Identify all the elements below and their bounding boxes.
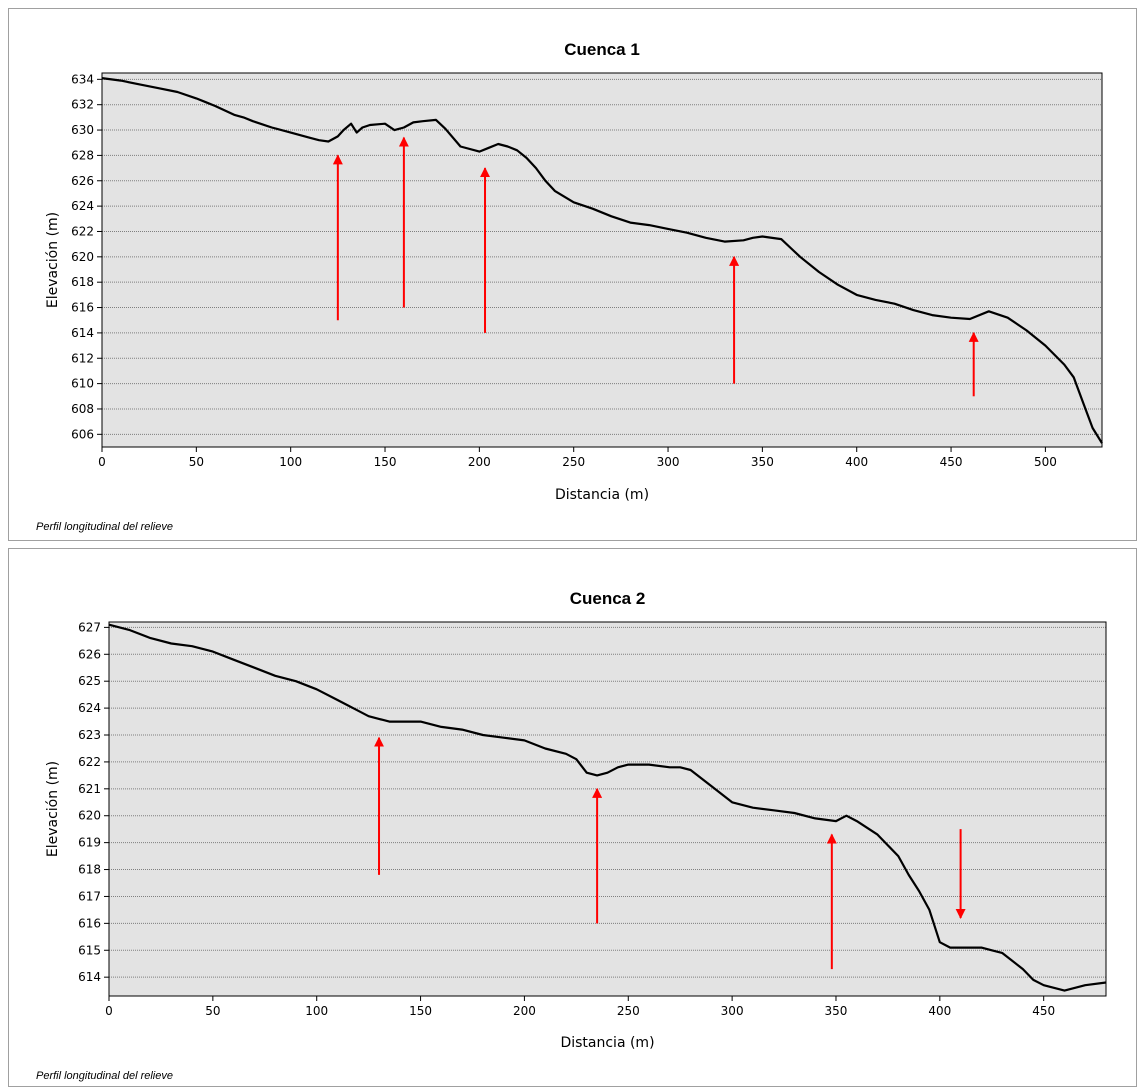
x-tick-label: 300 <box>657 455 680 469</box>
y-tick-label: 616 <box>71 301 94 315</box>
y-tick-label: 632 <box>71 98 94 112</box>
y-tick-label: 606 <box>71 427 94 441</box>
x-tick-label: 450 <box>940 455 963 469</box>
x-tick-label: 450 <box>1032 1004 1055 1018</box>
y-tick-label: 623 <box>78 728 101 742</box>
y-axis-label: Elevación (m) <box>45 212 61 308</box>
y-tick-label: 624 <box>71 199 94 213</box>
y-tick-label: 614 <box>78 970 101 984</box>
x-tick-label: 250 <box>562 455 585 469</box>
y-tick-label: 618 <box>78 863 101 877</box>
y-tick-label: 617 <box>78 889 101 903</box>
x-tick-label: 150 <box>409 1004 432 1018</box>
x-tick-label: 250 <box>617 1004 640 1018</box>
y-tick-label: 622 <box>71 224 94 238</box>
chart-panel-cuenca-1: 606 608 610 612 614 616 618 620 622 624 626 628 630 6… <box>0 0 1137 542</box>
y-tick-label: 619 <box>78 836 101 850</box>
y-tick-label: 626 <box>78 647 101 661</box>
x-tick-label: 200 <box>468 455 491 469</box>
y-tick-label: 620 <box>71 250 94 264</box>
y-tick-label: 624 <box>78 701 101 715</box>
y-tick-label: 627 <box>78 620 101 634</box>
plot-area <box>102 73 1102 447</box>
x-tick-label: 0 <box>105 1004 113 1018</box>
x-tick-label: 150 <box>374 455 397 469</box>
plot-border <box>108 621 1107 997</box>
y-tick-label: 634 <box>71 72 94 86</box>
chart-title: Cuenca 1 <box>564 40 640 59</box>
x-tick-label: 350 <box>751 455 774 469</box>
series-line <box>108 623 1107 992</box>
y-tick-label: 608 <box>71 402 94 416</box>
plot-area <box>109 622 1106 996</box>
x-tick-label: 50 <box>205 1004 220 1018</box>
chart-cuenca-2: 614 615 616 617 618 619 620 621 622 623 624 625 626 6… <box>8 548 1137 1087</box>
y-axis-label: Elevación (m) <box>45 761 61 857</box>
y-tick-label: 610 <box>71 377 94 391</box>
plot-border <box>101 72 1103 448</box>
y-tick-label: 630 <box>71 123 94 137</box>
y-tick-label: 616 <box>78 916 101 930</box>
y-tick-label: 626 <box>71 174 94 188</box>
y-tick-label: 620 <box>78 809 101 823</box>
y-tick-label: 622 <box>78 755 101 769</box>
y-tick-label: 612 <box>71 351 94 365</box>
chart-cuenca-1: 606 608 610 612 614 616 618 620 622 624 626 628 630 6… <box>8 8 1137 541</box>
x-tick-label: 400 <box>845 455 868 469</box>
x-tick-label: 400 <box>928 1004 951 1018</box>
y-tick-label: 625 <box>78 674 101 688</box>
y-tick-label: 615 <box>78 943 101 957</box>
x-tick-label: 50 <box>189 455 204 469</box>
x-tick-label: 0 <box>98 455 106 469</box>
y-tick-label: 614 <box>71 326 94 340</box>
x-tick-label: 100 <box>279 455 302 469</box>
series-line <box>101 77 1103 444</box>
chart-caption: Perfil longitudinal del relieve <box>36 521 173 533</box>
chart-title: Cuenca 2 <box>570 589 646 608</box>
y-tick-label: 621 <box>78 782 101 796</box>
chart-panel-cuenca-2: 614 615 616 617 618 619 620 621 622 623 624 625 626 6… <box>0 546 1137 1088</box>
x-tick-label: 100 <box>305 1004 328 1018</box>
x-tick-label: 500 <box>1034 455 1057 469</box>
x-tick-label: 350 <box>825 1004 848 1018</box>
y-tick-label: 618 <box>71 275 94 289</box>
x-axis-label: Distancia (m) <box>560 1035 654 1051</box>
chart-caption: Perfil longitudinal del relieve <box>36 1070 173 1082</box>
x-tick-label: 300 <box>721 1004 744 1018</box>
x-axis-label: Distancia (m) <box>555 487 649 503</box>
y-tick-label: 628 <box>71 148 94 162</box>
x-tick-label: 200 <box>513 1004 536 1018</box>
